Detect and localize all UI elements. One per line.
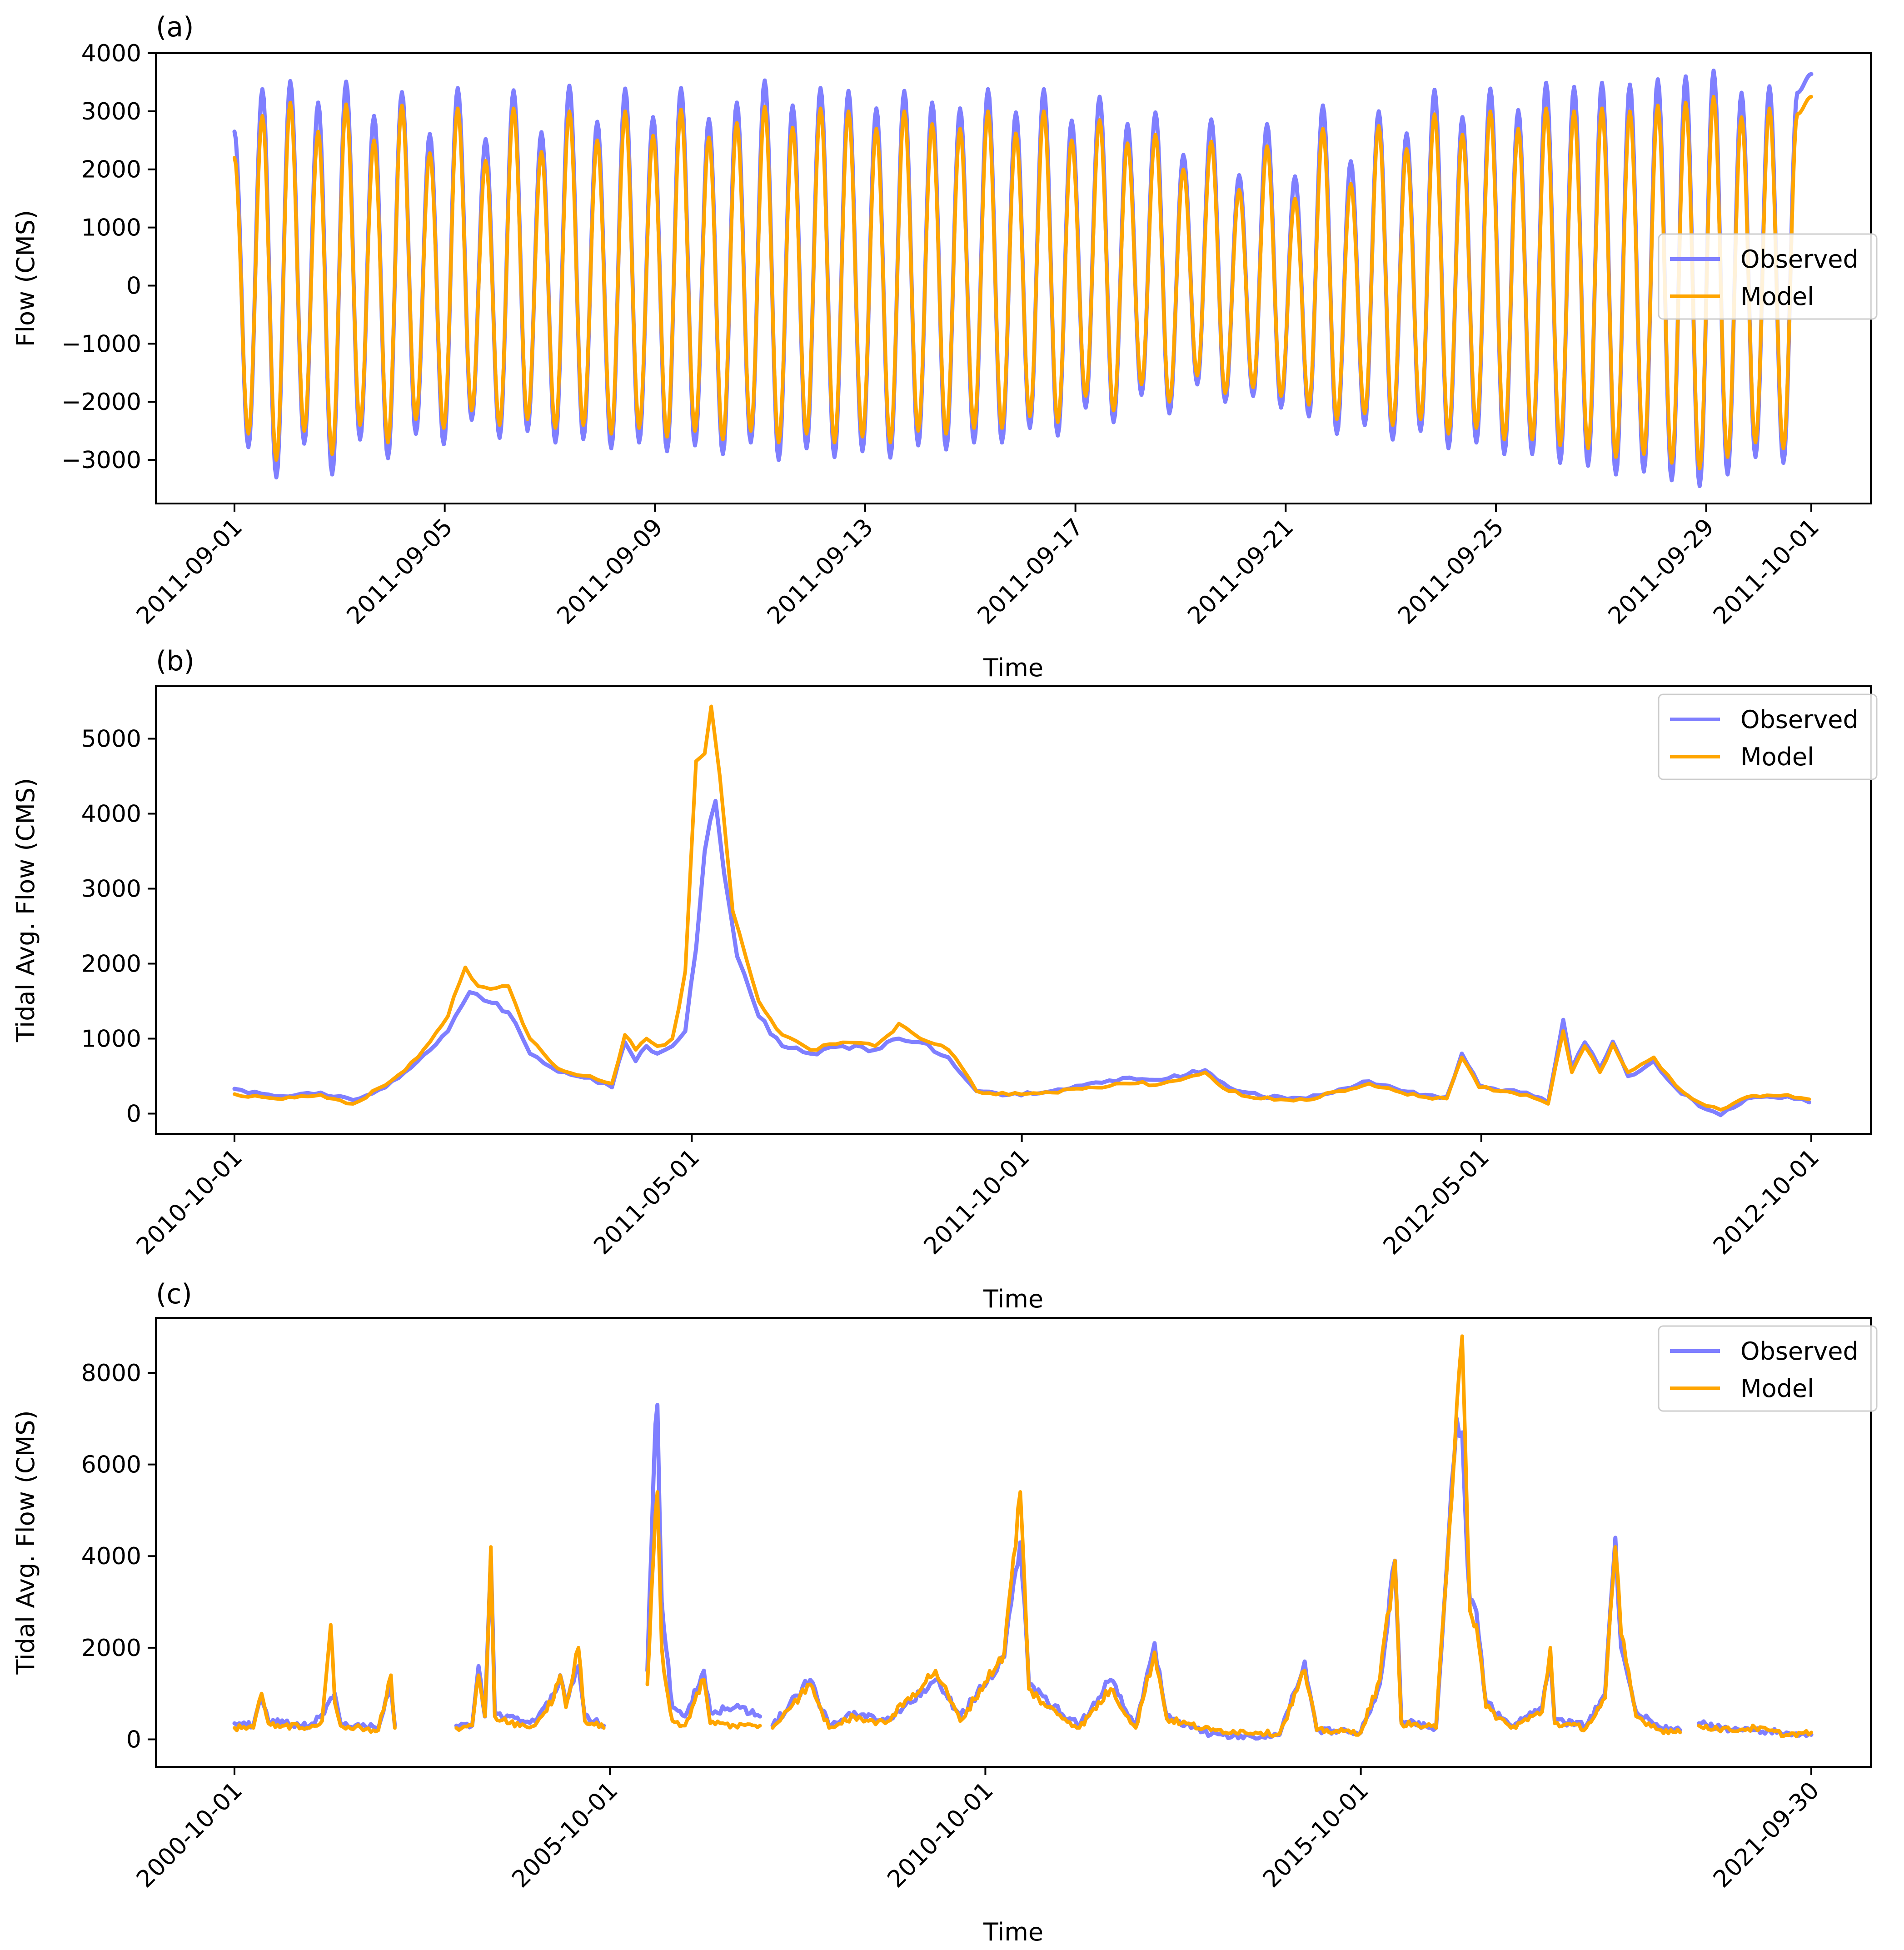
x-tick-label: 2011-09-01 bbox=[131, 514, 248, 630]
x-tick-label: 2011-10-01 bbox=[919, 1144, 1035, 1260]
y-tick-label: 4000 bbox=[81, 1543, 141, 1570]
y-tick-label: 3000 bbox=[81, 98, 141, 125]
y-axis-label: Flow (CMS) bbox=[11, 210, 40, 347]
x-tick-label: 2005-10-01 bbox=[507, 1777, 623, 1893]
y-tick-label: 1000 bbox=[81, 214, 141, 242]
x-tick-label: 2012-10-01 bbox=[1708, 1144, 1824, 1260]
y-tick-label: 2000 bbox=[81, 156, 141, 184]
y-tick-label: 4000 bbox=[81, 40, 141, 67]
y-tick-label: 0 bbox=[126, 272, 141, 299]
x-tick-label: 2021-09-30 bbox=[1708, 1777, 1824, 1893]
legend-label-model: Model bbox=[1740, 282, 1814, 311]
y-tick-label: 4000 bbox=[81, 800, 141, 828]
x-tick-label: 2012-05-01 bbox=[1378, 1144, 1495, 1260]
panel-b: 0 1000 2000 3000 4000 5000 2010-10-01 2011-05-0… bbox=[11, 645, 1878, 1313]
series-line-model bbox=[233, 704, 1811, 1112]
legend-label-model: Model bbox=[1740, 743, 1814, 771]
x-tick-label: 2011-09-13 bbox=[762, 514, 878, 630]
series-line-observed-segment-3 bbox=[645, 1403, 762, 1719]
series-line-model-segment-5 bbox=[1697, 1723, 1813, 1739]
plot-frame bbox=[155, 1317, 1872, 1768]
plot-frame bbox=[155, 685, 1872, 1135]
legend-label-observed: Observed bbox=[1740, 245, 1859, 274]
series-line-model-segment-2 bbox=[454, 1545, 606, 1732]
y-tick-label: 2000 bbox=[81, 950, 141, 977]
y-tick-label: 8000 bbox=[81, 1360, 141, 1387]
x-tick-label: 2011-10-01 bbox=[1708, 514, 1824, 630]
x-tick-label: 2010-10-01 bbox=[131, 1144, 248, 1260]
legend-label-observed: Observed bbox=[1740, 705, 1859, 734]
y-tick-label: −3000 bbox=[61, 447, 141, 474]
legend: Observed Model bbox=[1658, 233, 1878, 320]
series-line-model-segment-4 bbox=[771, 1334, 1682, 1738]
y-tick-label: 1000 bbox=[81, 1025, 141, 1052]
x-tick-label: 2011-09-17 bbox=[972, 514, 1089, 630]
x-axis-label: Time bbox=[983, 1285, 1043, 1313]
legend-label-model: Model bbox=[1740, 1374, 1814, 1403]
legend: Observed Model bbox=[1658, 693, 1878, 780]
x-axis-label: Time bbox=[983, 1918, 1043, 1946]
series-line-model-segment-1 bbox=[233, 1623, 397, 1734]
x-tick-label: 2011-09-29 bbox=[1603, 514, 1720, 630]
y-tick-label: 6000 bbox=[81, 1451, 141, 1479]
y-tick-label: −2000 bbox=[61, 389, 141, 416]
x-tick-label: 2011-09-21 bbox=[1182, 514, 1299, 630]
x-tick-label: 2011-09-05 bbox=[342, 514, 458, 630]
series-line-model-segment-3 bbox=[645, 1490, 762, 1730]
panel-label: (b) bbox=[156, 645, 194, 677]
series-line-model bbox=[233, 95, 1813, 471]
x-tick-label: 2011-05-01 bbox=[588, 1144, 705, 1260]
x-tick-label: 2011-09-25 bbox=[1393, 514, 1509, 630]
x-tick-label: 2010-10-01 bbox=[882, 1777, 999, 1893]
y-tick-label: 3000 bbox=[81, 875, 141, 903]
panel-label: (c) bbox=[156, 1278, 192, 1310]
x-tick-label: 2011-09-09 bbox=[552, 514, 668, 630]
y-tick-label: 0 bbox=[126, 1726, 141, 1754]
legend-label-observed: Observed bbox=[1740, 1337, 1859, 1366]
x-axis-label: Time bbox=[983, 653, 1043, 682]
x-tick-label: 2000-10-01 bbox=[131, 1777, 248, 1893]
panel-label: (a) bbox=[156, 11, 194, 43]
y-tick-label: 2000 bbox=[81, 1635, 141, 1662]
y-tick-label: 5000 bbox=[81, 725, 141, 753]
y-tick-label: −1000 bbox=[61, 330, 141, 358]
panel-c: 0 2000 4000 6000 8000 2000-10-01 2005-10-01 201… bbox=[11, 1278, 1878, 1946]
legend: Observed Model bbox=[1658, 1325, 1878, 1412]
x-tick-label: 2015-10-01 bbox=[1258, 1777, 1374, 1893]
panel-a: −3000 −2000 −1000 0 1000 2000 3000 4000 2011-09-… bbox=[11, 11, 1878, 682]
y-tick-label: 0 bbox=[126, 1100, 141, 1127]
y-axis-label: Tidal Avg. Flow (CMS) bbox=[11, 1410, 40, 1675]
y-axis-label: Tidal Avg. Flow (CMS) bbox=[11, 778, 40, 1042]
